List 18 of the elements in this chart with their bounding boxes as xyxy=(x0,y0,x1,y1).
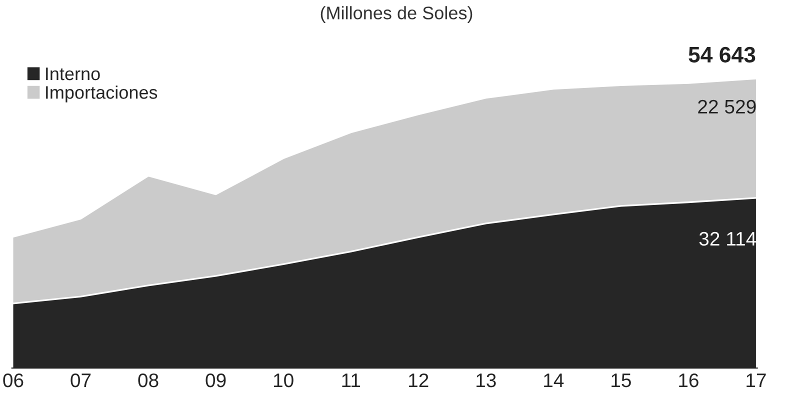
x-tick-label: 17 xyxy=(746,374,766,388)
data-label: 32 114 xyxy=(699,232,756,246)
x-tick-label: 16 xyxy=(679,373,698,388)
legend-label: Importaciones xyxy=(46,86,158,102)
x-tick-label: 07 xyxy=(70,373,91,388)
x-tick-label: 06 xyxy=(3,373,24,388)
legend-label: Interno xyxy=(46,68,100,80)
x-tick-label: 08 xyxy=(138,373,158,388)
x-tick-label: 10 xyxy=(274,373,294,388)
x-tick-label: 15 xyxy=(612,374,631,388)
total-label: 54 643 xyxy=(688,46,756,63)
x-tick-label: 12 xyxy=(409,373,428,388)
chart-subtitle: (Millones de Soles) xyxy=(320,6,472,23)
x-tick-label: 13 xyxy=(476,373,496,388)
data-label: 22 529 xyxy=(698,100,756,114)
x-tick-label: 14 xyxy=(544,374,564,388)
x-tick-label: 09 xyxy=(206,373,226,388)
x-tick-label: 11 xyxy=(342,374,360,388)
